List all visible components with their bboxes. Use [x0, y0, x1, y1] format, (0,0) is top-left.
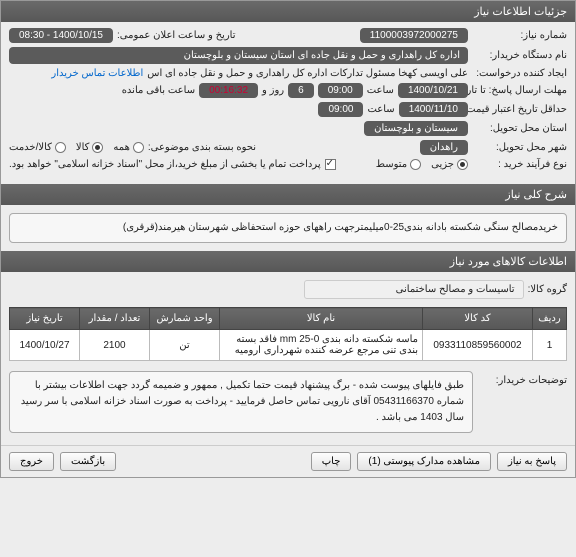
validity-label: حداقل تاریخ اعتبار قیمت: تا تاریخ:: [472, 104, 567, 115]
days-value: 6: [288, 83, 314, 98]
col-unit: واحد شمارش: [150, 308, 220, 330]
col-code: کد کالا: [423, 308, 533, 330]
items-section-title: اطلاعات کالاهای مورد نیاز: [1, 251, 575, 272]
process-label: نوع فرآیند خرید :: [472, 159, 567, 170]
subject-all-radio[interactable]: همه: [113, 142, 143, 153]
need-no-label: شماره نیاز:: [472, 30, 567, 41]
subject-goods-label: کالا: [76, 142, 90, 153]
days-label: روز و: [262, 85, 284, 96]
col-name: نام کالا: [220, 308, 423, 330]
back-button[interactable]: بازگشت: [60, 452, 116, 471]
subject-label: نحوه بسته بندی موضوعی:: [148, 142, 256, 153]
payment-note: پرداخت تمام یا بخشی از مبلغ خرید،از محل …: [9, 159, 321, 170]
subject-service-radio[interactable]: کالا/خدمت: [9, 142, 66, 153]
print-button[interactable]: چاپ: [311, 452, 352, 471]
subject-service-label: کالا/خدمت: [9, 142, 52, 153]
group-value: تاسیسات و مصالح ساختمانی: [304, 280, 524, 299]
col-date: تاریخ نیاز: [10, 308, 80, 330]
remain-value: 00:16:32: [199, 83, 258, 98]
process-medium-radio[interactable]: متوسط: [376, 159, 421, 170]
buyer-org-value: اداره کل راهداری و حمل و نقل جاده ای است…: [9, 47, 468, 64]
cell-date: 1400/10/27: [10, 330, 80, 361]
validity-date: 1400/11/10: [399, 102, 468, 117]
deadline-date: 1400/10/21: [398, 83, 468, 98]
city-value: راهدان: [420, 140, 468, 155]
need-no-value: 1100003972000275: [360, 28, 468, 43]
announce-label: تاریخ و ساعت اعلان عمومی:: [117, 30, 236, 41]
subject-all-label: همه: [113, 142, 129, 153]
requester-value: علی اویسی کهخا مسئول تدارکات اداره کل را…: [147, 68, 468, 79]
process-medium-label: متوسط: [376, 159, 407, 170]
items-table: ردیف کد کالا نام کالا واحد شمارش تعداد /…: [9, 307, 567, 361]
contact-link[interactable]: اطلاعات تماس خریدار: [51, 68, 143, 79]
attachments-button[interactable]: مشاهده مدارک پیوستی (1): [357, 452, 491, 471]
announce-value: 1400/10/15 - 08:30: [9, 28, 113, 43]
desc-section-title: شرح کلی نیاز: [1, 184, 575, 205]
deadline-label: مهلت ارسال پاسخ: تا تاریخ:: [472, 85, 567, 96]
buyer-notes-text: طبق فایلهای پیوست شده - برگ پیشنهاد قیمت…: [9, 371, 473, 433]
cell-unit: تن: [150, 330, 220, 361]
col-qty: تعداد / مقدار: [80, 308, 150, 330]
group-label: گروه کالا:: [528, 284, 567, 295]
panel-title: جزئیات اطلاعات نیاز: [1, 1, 575, 22]
subject-goods-radio[interactable]: کالا: [76, 142, 104, 153]
validity-hour: 09:00: [318, 102, 363, 117]
deadline-hour: 09:00: [318, 83, 363, 98]
table-row[interactable]: 1 0933110859560002 ماسه شکسته دانه بندی …: [10, 330, 567, 361]
process-partial-label: جزیی: [431, 159, 454, 170]
exit-button[interactable]: خروج: [9, 452, 54, 471]
cell-code: 0933110859560002: [423, 330, 533, 361]
payment-checkbox[interactable]: [325, 159, 336, 170]
remain-label: ساعت باقی مانده: [122, 85, 195, 96]
process-partial-radio[interactable]: جزیی: [431, 159, 468, 170]
buyer-org-label: نام دستگاه خریدار:: [472, 50, 567, 61]
cell-idx: 1: [533, 330, 567, 361]
hour-label-2: ساعت: [367, 104, 394, 115]
requester-label: ایجاد کننده درخواست:: [472, 68, 567, 79]
hour-label-1: ساعت: [367, 85, 394, 96]
reply-button[interactable]: پاسخ به نیاز: [497, 452, 567, 471]
province-value: سیستان و بلوچستان: [364, 121, 468, 136]
buyer-notes-label: توضیحات خریدار:: [477, 371, 567, 386]
cell-name: ماسه شکسته دانه بندی 0-25 mm فاقد بسته ب…: [220, 330, 423, 361]
province-label: استان محل تحویل:: [472, 123, 567, 134]
city-label: شهر محل تحویل:: [472, 142, 567, 153]
cell-qty: 2100: [80, 330, 150, 361]
col-row: ردیف: [533, 308, 567, 330]
desc-text: خریدمصالح سنگی شکسته بادانه بندی25-0میلی…: [9, 213, 567, 243]
